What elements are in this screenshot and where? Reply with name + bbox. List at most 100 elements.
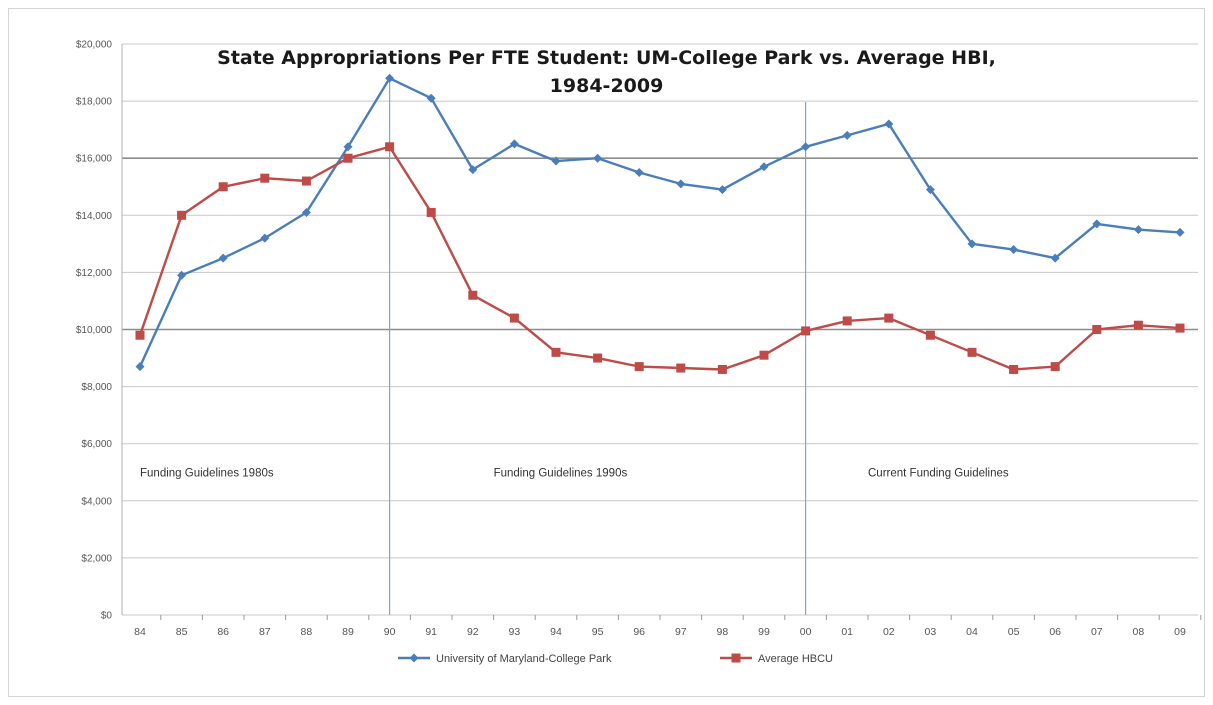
data-point: [260, 233, 270, 243]
data-point: [343, 153, 353, 163]
x-tick-label: 90: [384, 626, 396, 638]
data-point: [301, 207, 311, 217]
data-point: [260, 173, 270, 183]
y-tick-label: $0: [101, 611, 113, 622]
data-point: [343, 142, 353, 152]
data-point: [759, 350, 769, 360]
data-point: [301, 176, 311, 186]
data-point: [717, 364, 727, 374]
series-2: [135, 142, 1185, 374]
legend-entry: Average HBCU: [720, 653, 833, 665]
data-point: [676, 363, 686, 373]
x-tick-label: 97: [675, 626, 687, 638]
x-tick-label: 04: [966, 626, 978, 638]
data-point: [1050, 253, 1060, 263]
x-tick-label: 95: [592, 626, 604, 638]
data-point: [426, 207, 436, 217]
data-point: [177, 210, 187, 220]
x-tick-label: 01: [841, 626, 853, 638]
chart-title: State Appropriations Per FTE Student: UM…: [217, 47, 996, 97]
data-point: [1009, 364, 1019, 374]
x-tick-label: 07: [1091, 626, 1103, 638]
y-tick-label: $18,000: [76, 97, 113, 108]
data-point: [509, 313, 519, 323]
x-tick-label: 96: [633, 626, 645, 638]
data-point: [1175, 227, 1185, 237]
chart-frame: [8, 8, 1205, 697]
gridlines: [121, 43, 1198, 616]
x-tick-label: 08: [1133, 626, 1145, 638]
legend-label: University of Maryland-College Park: [436, 653, 612, 665]
data-point: [1009, 245, 1019, 255]
data-point: [551, 156, 561, 166]
data-point: [884, 119, 894, 129]
vertical-markers: [389, 78, 807, 615]
data-point: [801, 326, 811, 336]
data-point: [967, 347, 977, 357]
data-point: [1175, 323, 1185, 333]
data-point: [634, 362, 644, 372]
data-point: [551, 347, 561, 357]
legend-entry: University of Maryland-College Park: [398, 653, 612, 665]
x-tick-label: 06: [1049, 626, 1061, 638]
x-tick-label: 02: [883, 626, 895, 638]
x-tick-label: 91: [425, 626, 437, 638]
x-tick-label: 89: [342, 626, 354, 638]
data-point: [676, 179, 686, 189]
x-tick-label: 05: [1008, 626, 1020, 638]
data-point: [135, 330, 145, 340]
data-point: [218, 182, 228, 192]
legend-swatch-marker: [409, 653, 419, 663]
x-tick-label: 03: [925, 626, 937, 638]
annotation-label: Funding Guidelines 1980s: [140, 467, 274, 479]
data-point: [925, 330, 935, 340]
y-tick-label: $8,000: [81, 382, 112, 393]
data-point: [468, 165, 478, 175]
data-point: [1092, 325, 1102, 334]
x-tick-label: 85: [176, 626, 188, 638]
data-point: [967, 239, 977, 249]
y-tick-label: $12,000: [76, 268, 113, 279]
data-point: [468, 290, 478, 300]
y-tick-label: $2,000: [81, 553, 112, 564]
y-tick-label: $16,000: [76, 154, 113, 165]
series-line: [138, 77, 1181, 368]
data-point: [801, 142, 811, 152]
series-1: [135, 73, 1185, 372]
data-point: [717, 185, 727, 195]
x-tick-label: 99: [758, 626, 770, 638]
data-point: [634, 167, 644, 177]
y-tick-label: $4,000: [81, 496, 112, 507]
series-line: [138, 145, 1181, 371]
x-tick-label: 88: [301, 626, 313, 638]
x-axis-ticks: 84 85 86 87 88 89 90 91 92 93 94 95 96 97 98 99 00 01 02 03…: [134, 615, 1202, 638]
x-tick-label: 98: [717, 626, 729, 638]
data-point: [509, 139, 519, 149]
y-axis-ticks: $0 $2,000 $4,000 $6,000 $8,000 $10,000 $12,000…: [76, 40, 113, 622]
legend-swatch-marker: [731, 653, 741, 663]
x-tick-label: 87: [259, 626, 271, 638]
x-tick-label: 94: [550, 626, 562, 638]
data-point: [385, 73, 395, 83]
x-tick-label: 86: [217, 626, 229, 638]
data-point: [1133, 225, 1143, 235]
x-tick-label: 09: [1174, 626, 1186, 638]
data-point: [218, 253, 228, 263]
legend-label: Average HBCU: [758, 653, 833, 665]
data-point: [426, 93, 436, 103]
data-point: [135, 362, 145, 372]
annotations: Funding Guidelines 1980s Funding Guidelin…: [140, 467, 1009, 479]
x-tick-label: 93: [509, 626, 521, 638]
data-point: [884, 313, 894, 323]
series: [135, 73, 1185, 374]
y-tick-label: $6,000: [81, 439, 112, 450]
annotation-label: Current Funding Guidelines: [868, 467, 1009, 479]
y-tick-label: $14,000: [76, 211, 113, 222]
data-point: [925, 185, 935, 195]
x-tick-label: 92: [467, 626, 479, 638]
data-point: [759, 162, 769, 172]
data-point: [1050, 362, 1060, 372]
data-point: [842, 130, 852, 140]
data-point: [177, 270, 187, 280]
